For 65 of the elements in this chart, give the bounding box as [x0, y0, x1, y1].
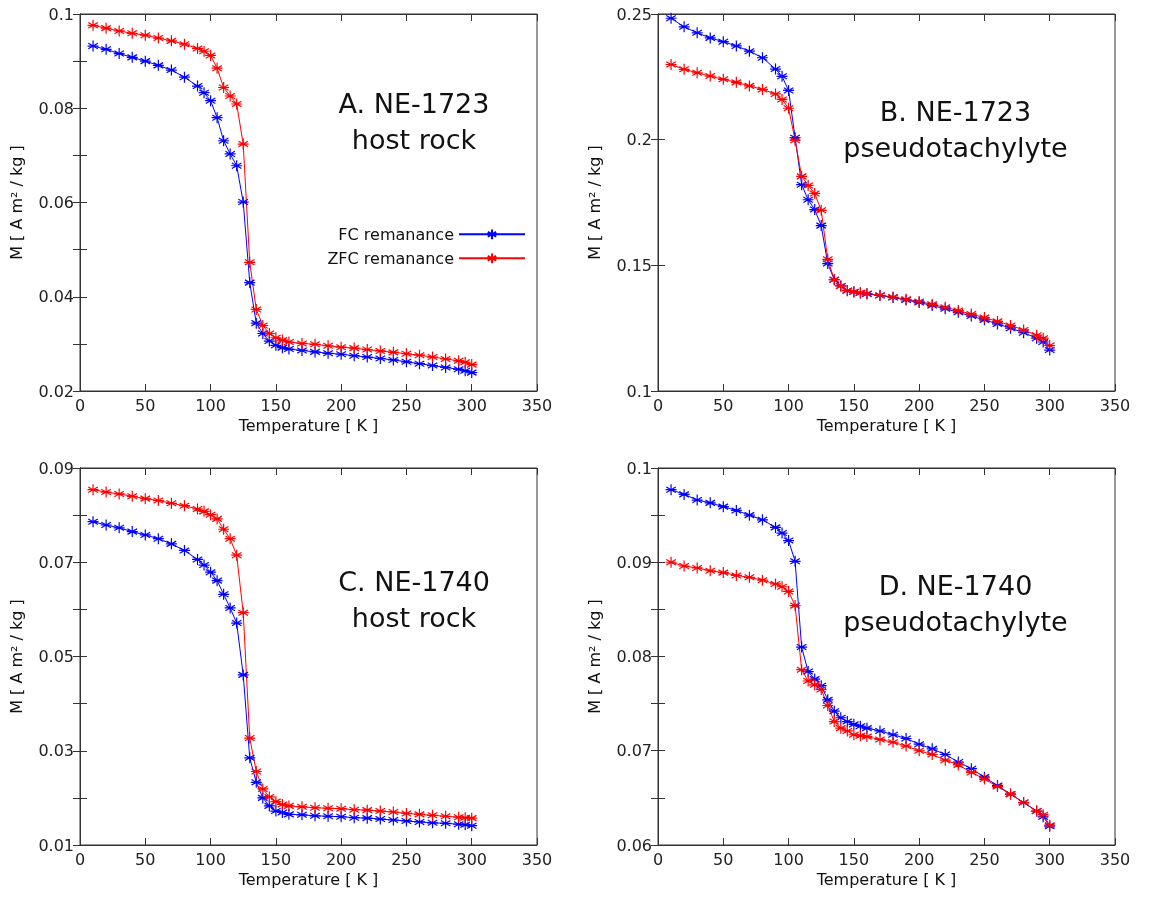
x-tick-label: 50 — [713, 395, 734, 415]
x-tick-label: 100 — [195, 849, 226, 869]
y-tick-label: 0.08 — [38, 98, 74, 118]
text: B. NE-1723 pseudotachylyte — [843, 95, 1068, 163]
x-tick-label: 300 — [456, 395, 487, 415]
x-tick-label: 200 — [325, 395, 357, 415]
x-tick-label: 150 — [260, 395, 292, 415]
y-tick-label: 0.1 — [626, 381, 652, 401]
x-tick-label: 200 — [903, 395, 935, 415]
y-tick-label: 0.25 — [616, 4, 652, 24]
y-tick-label: 0.06 — [616, 835, 652, 855]
y-tick-label: 0.1 — [48, 4, 74, 24]
text: D. NE-1740 pseudotachylyte — [843, 569, 1068, 637]
legend-label: FC remanance — [338, 224, 454, 244]
text: A. NE-1723 host rock — [338, 87, 490, 155]
y-tick-label: 0.07 — [616, 741, 652, 761]
y-axis-title: M [ A m² / kg ] — [6, 145, 26, 260]
x-tick-label: 250 — [391, 849, 422, 869]
x-tick-label: 350 — [1099, 395, 1131, 415]
x-tick-label: 0 — [652, 849, 664, 869]
x-axis-title: Temperature [ K ] — [815, 416, 957, 436]
x-tick-label: 200 — [903, 849, 935, 869]
y-tick-label: 0.02 — [38, 381, 74, 401]
y-tick-label: 0.01 — [38, 835, 74, 855]
x-tick-label: 50 — [135, 395, 156, 415]
y-tick-label: 0.07 — [38, 552, 74, 572]
x-tick-label: 150 — [838, 395, 870, 415]
legend-label: ZFC remanance — [327, 248, 454, 268]
y-tick-label: 0.06 — [38, 193, 74, 212]
x-axis-title: Temperature [ K ] — [815, 870, 957, 890]
x-tick-label: 200 — [325, 849, 357, 869]
x-tick-label: 350 — [521, 849, 553, 869]
x-tick-label: 50 — [713, 849, 734, 869]
y-tick-label: 0.05 — [38, 647, 74, 666]
x-axis-title: Temperature [ K ] — [237, 416, 379, 436]
y-tick-label: 0.04 — [38, 287, 74, 307]
x-tick-label: 0 — [652, 395, 664, 415]
x-tick-label: 350 — [521, 395, 553, 415]
text: C. NE-1740 host rock — [338, 565, 490, 633]
x-tick-label: 300 — [1034, 395, 1065, 415]
x-axis-title: Temperature [ K ] — [237, 870, 379, 890]
y-tick-label: 0.09 — [38, 458, 74, 478]
x-tick-label: 0 — [74, 849, 86, 869]
x-tick-label: 0 — [74, 395, 86, 415]
y-tick-label: 0.09 — [616, 552, 652, 572]
y-tick-label: 0.03 — [38, 741, 74, 761]
x-tick-label: 350 — [1099, 849, 1131, 869]
x-tick-label: 300 — [456, 849, 487, 869]
y-tick-label: 0.15 — [616, 255, 652, 275]
y-tick-label: 0.1 — [626, 458, 652, 478]
y-tick-label: 0.08 — [616, 647, 652, 666]
y-axis-title: M [ A m² / kg ] — [584, 145, 604, 260]
x-tick-label: 300 — [1034, 849, 1065, 869]
x-tick-label: 100 — [195, 395, 226, 415]
y-axis-title: M [ A m² / kg ] — [584, 599, 604, 714]
y-axis-title: M [ A m² / kg ] — [6, 599, 26, 714]
y-tick-label: 0.2 — [626, 130, 652, 150]
x-tick-label: 250 — [969, 395, 1000, 415]
x-tick-label: 100 — [773, 849, 804, 869]
x-tick-label: 250 — [391, 395, 422, 415]
x-tick-label: 250 — [969, 849, 1000, 869]
x-tick-label: 50 — [135, 849, 156, 869]
x-tick-label: 150 — [838, 849, 870, 869]
x-tick-label: 150 — [260, 849, 292, 869]
x-tick-label: 100 — [773, 395, 804, 415]
